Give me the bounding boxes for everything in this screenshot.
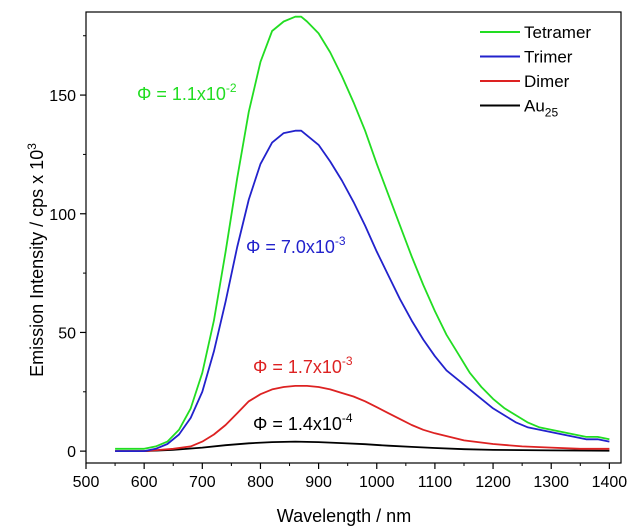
- y-tick-label: 0: [67, 444, 76, 461]
- legend-label: Dimer: [524, 72, 570, 91]
- y-tick-label: 150: [49, 88, 76, 105]
- x-tick-label: 700: [189, 474, 216, 491]
- legend-background: [475, 13, 620, 120]
- plot-frame: [85, 11, 622, 464]
- y-tick-label: 50: [58, 325, 76, 342]
- x-tick-label: 1100: [418, 474, 453, 491]
- legend-label: Trimer: [524, 48, 573, 67]
- annotation-yield: Φ = 1.4x10-4: [253, 411, 353, 434]
- y-tick-label: 100: [49, 207, 76, 224]
- y-axis-title-main: Emission Intensity / cps x 10: [27, 150, 47, 377]
- legend-label: Au25: [524, 97, 558, 120]
- x-tick-label: 800: [247, 474, 274, 491]
- x-tick-label: 500: [73, 474, 100, 491]
- series-line-tetramer: [115, 15, 610, 450]
- series-line-au25: [115, 440, 610, 452]
- y-axis-title-exponent: 3: [25, 143, 39, 150]
- series-lines: [115, 15, 610, 452]
- x-tick-label: 1200: [475, 474, 511, 491]
- annotation-yield: Φ = 7.0x10-3: [246, 234, 346, 257]
- annotation-yield: Φ = 1.1x10-2: [137, 81, 237, 104]
- annotation-yield: Φ = 1.7x10-3: [253, 354, 353, 377]
- x-axis-title: Wavelength / nm: [277, 506, 411, 526]
- x-tick-label: 1000: [359, 474, 395, 491]
- legend: Tetramer Trimer Dimer Au25: [475, 13, 620, 120]
- x-tick-label: 1400: [592, 474, 628, 491]
- legend-label: Tetramer: [524, 23, 591, 42]
- axis-ticks: 500 600 700 800 900 1000 1100 1200 1300 1400 0 50 10…: [49, 35, 628, 491]
- x-tick-label: 900: [305, 474, 332, 491]
- x-tick-label: 600: [131, 474, 158, 491]
- y-axis-title: Emission Intensity / cps x 103: [25, 143, 47, 377]
- quantum-yield-annotations: Φ = 1.1x10-2 Φ = 7.0x10-3 Φ = 1.7x10-3 Φ = …: [137, 81, 353, 434]
- series-line-dimer: [115, 385, 610, 452]
- x-tick-label: 1300: [533, 474, 569, 491]
- series-line-trimer: [115, 129, 610, 452]
